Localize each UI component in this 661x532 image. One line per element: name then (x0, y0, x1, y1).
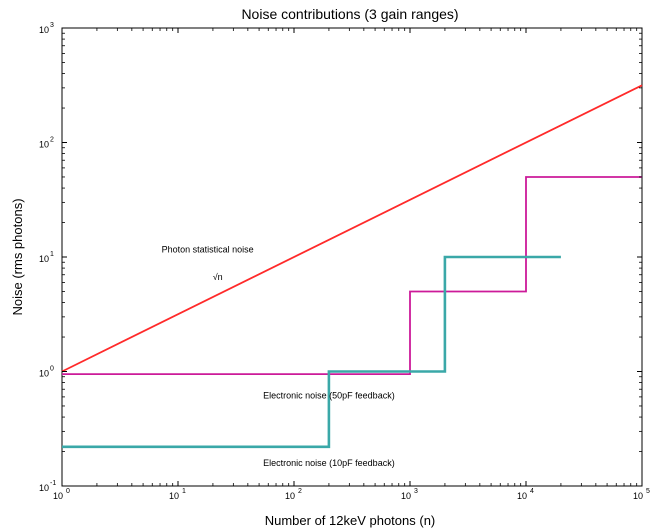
x-tick-exponent: 3 (414, 488, 418, 495)
y-tick-label: 10 (39, 483, 49, 493)
y-tick-label: 10 (39, 140, 49, 150)
x-tick-label: 10 (169, 491, 179, 501)
annotation-1: √n (213, 272, 223, 282)
series-layer (61, 84, 643, 449)
x-tick-label: 10 (285, 491, 295, 501)
annotations-layer: Photon statistical noise √n Electronic noi… (162, 244, 395, 468)
x-tick-label: 10 (53, 491, 63, 501)
annotation-0: Photon statistical noise (162, 244, 254, 254)
y-tick-label: 10 (39, 369, 49, 379)
x-tick-exponent: 2 (298, 488, 302, 495)
x-tick-label: 10 (401, 491, 411, 501)
annotation-3: Electronic noise (10pF feedback) (263, 458, 395, 468)
ticks-layer: 10 0 10 1 10 2 10 3 10 4 10 510 -110 010 110 210 3 (39, 22, 650, 501)
series-line-2 (62, 255, 561, 449)
y-axis-label: Noise (rms photons) (10, 198, 25, 315)
x-tick-exponent: 0 (66, 488, 70, 495)
x-axis-label: Number of 12keV photons (n) (265, 513, 436, 528)
x-tick-label: 10 (517, 491, 527, 501)
y-tick-exponent: -1 (50, 480, 56, 487)
x-tick-exponent: 4 (530, 488, 534, 495)
x-tick-exponent: 5 (646, 488, 650, 495)
y-tick-exponent: 3 (50, 22, 54, 29)
y-tick-label: 10 (39, 254, 49, 264)
y-tick-label: 10 (39, 25, 49, 35)
series-line-1 (62, 176, 642, 376)
x-tick-exponent: 1 (182, 488, 186, 495)
x-tick-label: 10 (633, 491, 643, 501)
chart-title: Noise contributions (3 gain ranges) (241, 6, 458, 22)
y-tick-exponent: 0 (50, 366, 54, 373)
annotation-2: Electronic noise (50pF feedback) (263, 391, 395, 401)
y-tick-exponent: 1 (50, 251, 54, 258)
y-tick-exponent: 2 (50, 137, 54, 144)
series-line-0 (61, 84, 643, 373)
